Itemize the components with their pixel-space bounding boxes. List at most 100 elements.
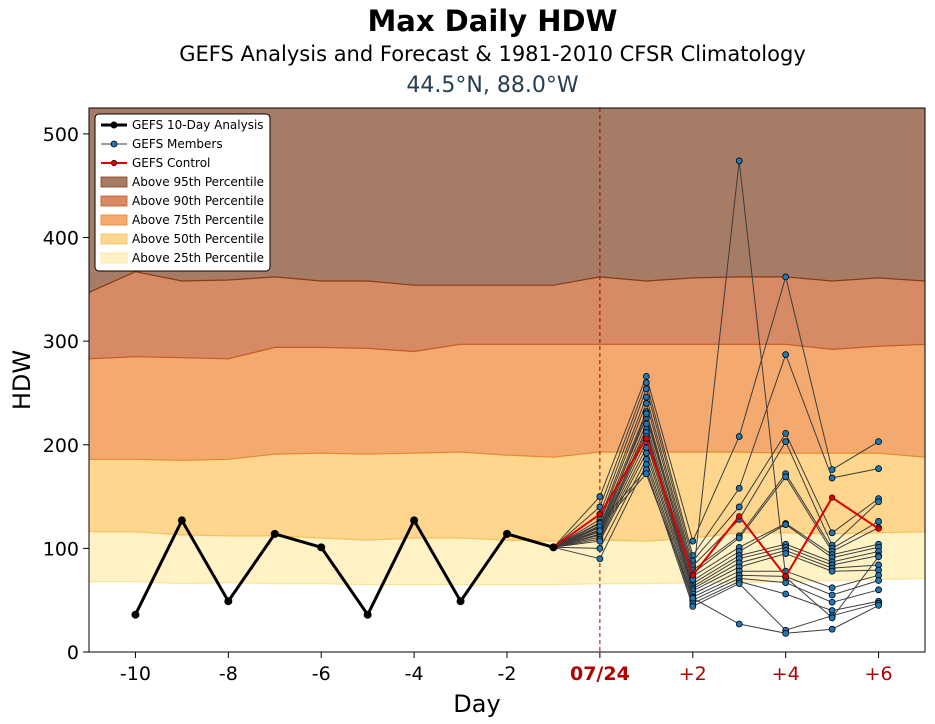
y-tick-label: 100 [43,538,79,560]
legend-swatch [100,176,128,188]
legend-item-p25: Above 25th Percentile [100,251,264,265]
member-point [642,385,650,393]
x-tick-label: 07/24 [570,663,630,685]
member-line [553,160,879,619]
member-point [642,470,650,478]
member-point [596,555,604,563]
member-point [875,586,882,594]
legend-label: Above 95th Percentile [132,175,264,189]
member-point [782,473,790,481]
member-point [828,529,836,537]
member-line [553,410,879,575]
member-point [689,603,697,610]
band-above-50th [89,452,925,542]
member-point [875,438,882,446]
x-axis-label: Day [453,690,500,718]
control-point [689,572,696,579]
legend-label: GEFS 10-Day Analysis [132,118,264,132]
control-line [552,436,880,579]
gefs-members [553,157,882,637]
control-point [782,573,789,580]
member-point [875,465,882,472]
percentile-line-p90 [88,343,926,360]
member-line [553,458,879,603]
chart-title: Max Daily HDW [367,4,618,38]
member-line [553,416,879,578]
y-tick-label: 0 [67,642,79,664]
member-point [735,534,743,542]
y-tick-label: 300 [43,331,79,353]
x-tick-label: +2 [679,663,707,685]
member-line [553,395,879,567]
band-above-75th [89,344,925,461]
member-line [553,440,879,592]
x-tick-label: +4 [772,663,800,685]
member-line [553,353,879,557]
x-tick-label: -6 [312,663,331,685]
legend-item-p90: Above 90th Percentile [100,194,264,208]
member-point [828,584,836,592]
member-point [642,379,650,386]
legend-item-members: GEFS Members [101,137,223,151]
analysis-line [134,517,554,618]
x-axis: -10 -8 -6 -4 -2 07/24 +2 +4 +6 [120,652,893,685]
member-point [689,537,697,545]
member-1 [553,273,882,548]
member-point [782,273,790,281]
member-point [782,351,790,359]
legend-marker [110,140,118,148]
gefs-analysis [131,516,558,619]
analysis-point [410,516,419,525]
member-point [642,372,650,380]
member-line [553,451,879,598]
x-tick-label: -10 [120,663,151,685]
control-point [596,511,603,518]
member-point [828,625,836,633]
legend-item-p50: Above 50th Percentile [100,232,264,246]
member-point [735,484,743,492]
member-line [553,387,879,562]
member-point [642,393,650,401]
analysis-point [270,529,279,538]
legend-box [94,113,271,272]
analysis-point [131,610,140,619]
member-point [875,498,882,506]
member-point [596,493,604,500]
control-point [736,513,743,520]
member-point [735,157,743,165]
member-point [828,591,836,599]
member-point [596,537,604,545]
member-point [782,590,790,598]
member-point [828,567,836,575]
member-2 [553,351,882,560]
member-point [782,438,790,446]
control-point [643,435,650,442]
member-point [689,594,697,602]
analysis-point [317,543,326,552]
control-point [875,525,882,532]
x-tick-label: -8 [219,663,238,685]
member-point [596,527,604,535]
legend-label: Above 90th Percentile [132,194,264,208]
member-point [735,620,743,628]
member-line [553,430,879,588]
legend-label: Above 50th Percentile [132,232,264,246]
analysis-point [503,529,511,538]
member-point [642,449,650,457]
analysis-point [456,597,465,606]
analysis-point [177,516,186,525]
member-point [782,521,790,528]
y-axis-label: HDW [8,350,36,410]
member-point [782,429,790,437]
member-point [828,474,836,482]
chart-location: 44.5°N, 88.0°W [406,73,579,98]
legend-label: GEFS Control [132,156,210,170]
analysis-point [224,597,233,606]
member-point [642,399,650,407]
y-tick-label: 400 [43,228,79,250]
percentile-line-p50 [89,531,926,542]
control-point [829,494,836,501]
member-point [642,410,650,418]
x-tick-label: -4 [405,663,424,685]
